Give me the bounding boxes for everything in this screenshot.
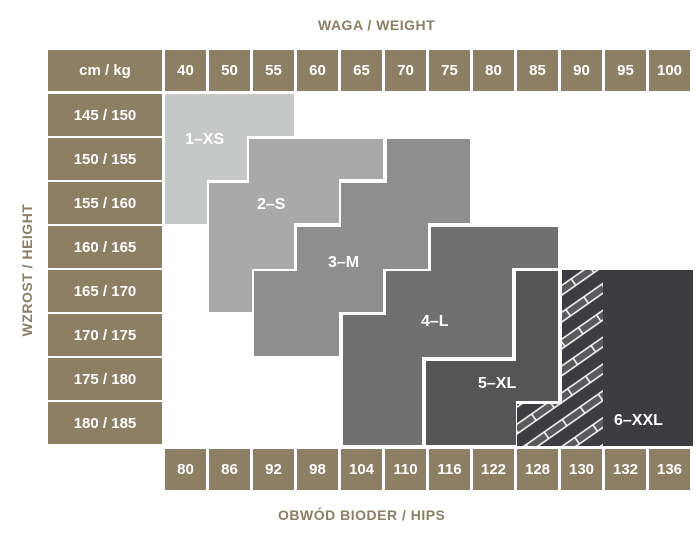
size-region-xs (165, 94, 294, 224)
size-label-xxl: 6–XXL (614, 412, 663, 429)
hips-footer-cell: 98 (297, 449, 338, 490)
weight-header-cell: 65 (341, 50, 382, 91)
hips-footer-cell: 116 (429, 449, 470, 490)
weight-header-cell: 70 (385, 50, 426, 91)
hips-footer-cell: 130 (561, 449, 602, 490)
hips-axis-title: OBWÓD BIODER / HIPS (278, 507, 446, 523)
hips-footer-cell: 132 (605, 449, 646, 490)
height-header-cell: 155 / 160 (48, 182, 162, 224)
weight-header-cell: 50 (209, 50, 250, 91)
hips-footer-cell: 80 (165, 449, 206, 490)
weight-header-cell: 75 (429, 50, 470, 91)
height-header-cell: 165 / 170 (48, 270, 162, 312)
hips-footer-cell: 122 (473, 449, 514, 490)
weight-header-cell: 85 (517, 50, 558, 91)
weight-axis-title: WAGA / WEIGHT (318, 17, 436, 33)
weight-header-cell: 90 (561, 50, 602, 91)
hips-footer-cell: 128 (517, 449, 558, 490)
weight-header-cell: 80 (473, 50, 514, 91)
size-label-xs: 1–XS (185, 131, 224, 148)
height-header-cell: 180 / 185 (48, 402, 162, 444)
height-header-cell: 150 / 155 (48, 138, 162, 180)
size-region-m (252, 137, 472, 358)
hips-footer-cell: 104 (341, 449, 382, 490)
size-label-l: 4–L (421, 313, 449, 330)
weight-header-cell: 60 (297, 50, 338, 91)
weight-header-cell: 55 (253, 50, 294, 91)
size-label-m: 3–M (328, 254, 359, 271)
size-label-xl: 5–XL (478, 375, 516, 392)
size-label-s: 2–S (257, 196, 286, 213)
height-header-cell: 175 / 180 (48, 358, 162, 400)
hips-footer-cell: 110 (385, 449, 426, 490)
height-header-cell: 160 / 165 (48, 226, 162, 268)
height-header-cell: 145 / 150 (48, 94, 162, 136)
hips-footer-cell: 92 (253, 449, 294, 490)
weight-header-cell: 100 (649, 50, 690, 91)
size-region-xxl-hatched (517, 270, 603, 446)
weight-header-cell: 95 (605, 50, 646, 91)
hips-footer-cell: 86 (209, 449, 250, 490)
hips-footer-cell: 136 (649, 449, 690, 490)
weight-header-cell: 40 (165, 50, 206, 91)
height-header-cell: 170 / 175 (48, 314, 162, 356)
corner-header-cell: cm / kg (48, 50, 162, 91)
